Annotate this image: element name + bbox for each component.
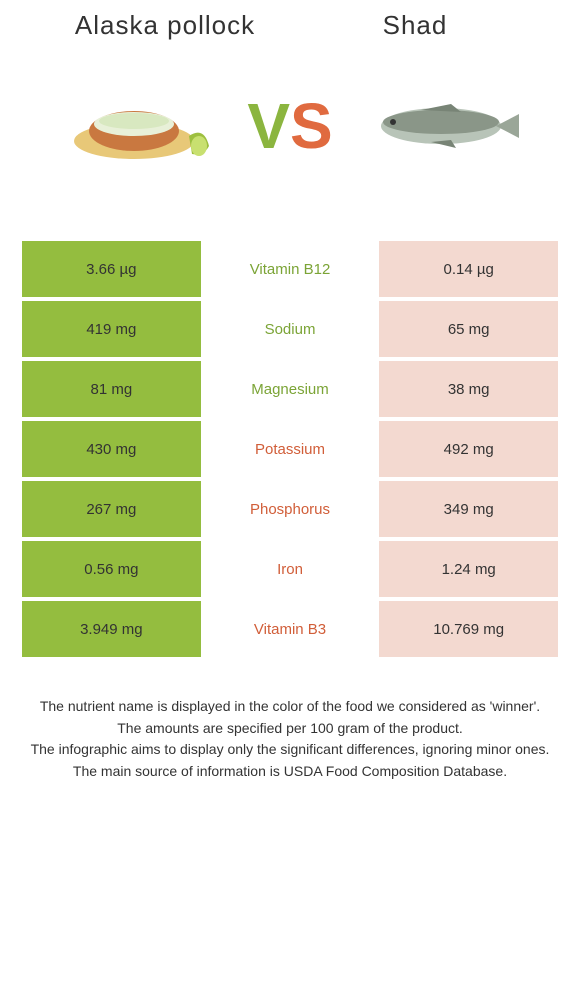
value-right: 10.769 mg (379, 601, 558, 657)
header: Alaska pollock Shad (0, 0, 580, 41)
value-right: 38 mg (379, 361, 558, 417)
title-right: Shad (383, 10, 448, 41)
nutrient-label: Magnesium (201, 361, 380, 417)
footer: The nutrient name is displayed in the co… (0, 697, 580, 781)
value-left: 81 mg (22, 361, 201, 417)
pollock-image (30, 76, 247, 176)
value-left: 0.56 mg (22, 541, 201, 597)
table-row: 419 mgSodium65 mg (22, 301, 558, 357)
table-row: 3.66 µgVitamin B120.14 µg (22, 241, 558, 297)
vs-v: V (247, 89, 290, 163)
table-row: 267 mgPhosphorus349 mg (22, 481, 558, 537)
header-left: Alaska pollock (40, 10, 290, 41)
footer-line-2: The amounts are specified per 100 gram o… (20, 719, 560, 739)
footer-line-1: The nutrient name is displayed in the co… (20, 697, 560, 717)
header-right: Shad (290, 10, 540, 41)
vs-label: VS (247, 89, 332, 163)
value-right: 0.14 µg (379, 241, 558, 297)
value-left: 430 mg (22, 421, 201, 477)
nutrient-label: Vitamin B12 (201, 241, 380, 297)
nutrient-table: 3.66 µgVitamin B120.14 µg419 mgSodium65 … (22, 241, 558, 657)
title-left: Alaska pollock (40, 10, 290, 41)
nutrient-label: Iron (201, 541, 380, 597)
images-row: VS (0, 41, 580, 221)
table-row: 0.56 mgIron1.24 mg (22, 541, 558, 597)
value-left: 3.66 µg (22, 241, 201, 297)
table-row: 81 mgMagnesium38 mg (22, 361, 558, 417)
value-left: 3.949 mg (22, 601, 201, 657)
vs-s: S (290, 89, 333, 163)
nutrient-label: Potassium (201, 421, 380, 477)
nutrient-label: Phosphorus (201, 481, 380, 537)
value-right: 492 mg (379, 421, 558, 477)
footer-line-3: The infographic aims to display only the… (20, 740, 560, 760)
value-right: 65 mg (379, 301, 558, 357)
value-left: 419 mg (22, 301, 201, 357)
table-row: 3.949 mgVitamin B310.769 mg (22, 601, 558, 657)
shad-image (333, 86, 550, 166)
value-right: 349 mg (379, 481, 558, 537)
footer-line-4: The main source of information is USDA F… (20, 762, 560, 782)
table-row: 430 mgPotassium492 mg (22, 421, 558, 477)
nutrient-label: Sodium (201, 301, 380, 357)
value-left: 267 mg (22, 481, 201, 537)
nutrient-label: Vitamin B3 (201, 601, 380, 657)
value-right: 1.24 mg (379, 541, 558, 597)
